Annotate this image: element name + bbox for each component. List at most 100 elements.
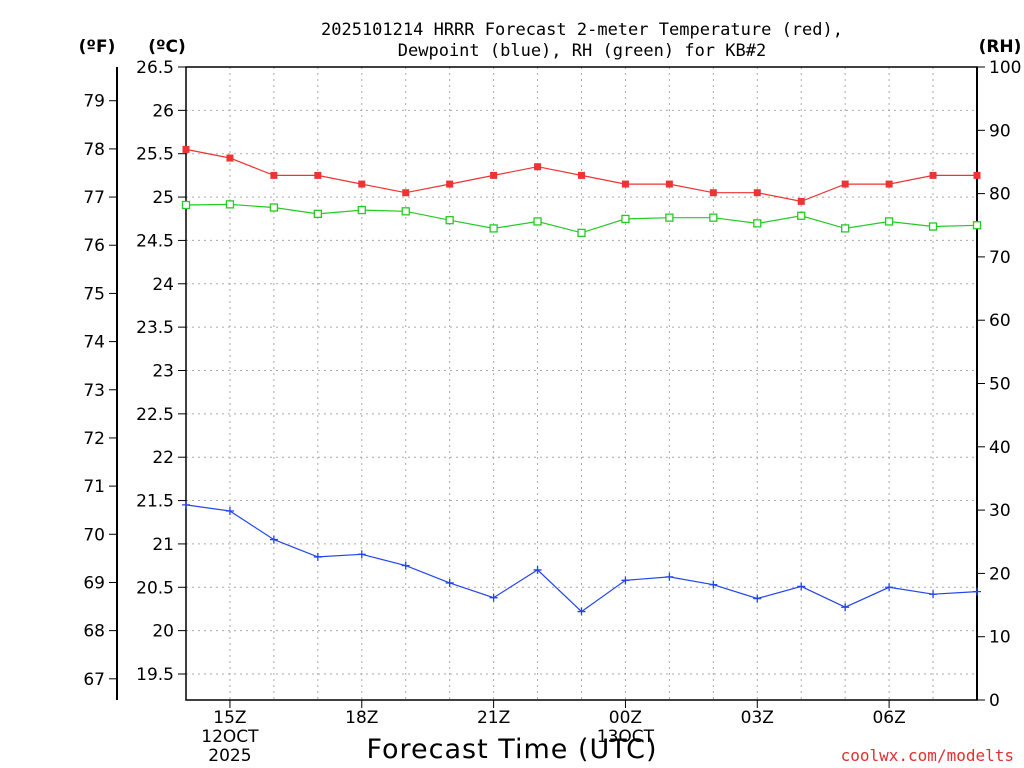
rh-point: [357, 205, 366, 215]
dewpoint-point: [225, 506, 234, 515]
rh-point: [401, 207, 410, 216]
dewpoint-point: [445, 578, 454, 587]
dewpoint-point: [885, 583, 894, 592]
celsius-tick-label: 20.5: [136, 578, 174, 598]
celsius-tick-label: 21: [152, 535, 174, 555]
credit-text: coolwx.com/modelts: [841, 746, 1014, 765]
x-tick-label: 18Z: [345, 708, 378, 728]
celsius-tick-label: 23.5: [136, 318, 174, 338]
grid-lines: [186, 66, 977, 700]
dewpoint-point: [577, 607, 586, 616]
rh-point: [797, 211, 806, 220]
axes: 19.5 20 20.5 21 21.5 22 22.5 23 23.5 24 24.5 25 25.5…: [83, 58, 1021, 766]
rh-point: [445, 216, 454, 225]
plot-frame: [185, 66, 978, 701]
dewpoint-point: [665, 572, 674, 581]
x-tick-label: 00Z: [609, 708, 642, 728]
rh-tick-label: 0: [989, 691, 1000, 711]
dewpoint-point: [709, 580, 718, 589]
rh-point: [665, 213, 674, 222]
fahrenheit-tick-label: 73: [83, 381, 105, 401]
celsius-tick-label: 23: [152, 361, 174, 381]
2-meter-temperature-point: [314, 171, 322, 179]
2-meter-temperature-point: [753, 189, 761, 197]
rh-point: [753, 219, 762, 228]
fahrenheit-unit-label: (ºF): [79, 37, 116, 57]
rh-point: [972, 221, 982, 230]
2-meter-temperature-point: [226, 154, 234, 162]
dewpoint-point: [929, 590, 938, 599]
dewpoint-point: [753, 594, 762, 603]
x-tick-label: 21Z: [477, 708, 510, 728]
dewpoint-point: [182, 500, 190, 509]
celsius-tick-label: 21.5: [136, 492, 174, 512]
data-series: [181, 145, 982, 616]
dewpoint-point: [621, 576, 630, 585]
2-meter-temperature-point: [578, 171, 585, 179]
dewpoint-point: [313, 552, 322, 561]
celsius-tick-label: 24.5: [136, 231, 174, 251]
2-meter-temperature-point: [665, 180, 673, 188]
2-meter-temperature-point: [182, 145, 190, 153]
fahrenheit-tick-label: 71: [83, 477, 105, 497]
x-tick-label: 06Z: [872, 708, 905, 728]
fahrenheit-tick-label: 68: [83, 622, 105, 642]
rh-point: [533, 217, 542, 226]
chart-title-line2: Dewpoint (blue), RH (green) for KB#2: [398, 41, 766, 61]
2-meter-temperature-point: [973, 171, 981, 179]
dewpoint-point: [269, 535, 278, 544]
x-tick-date-label: 13OCT: [597, 727, 655, 747]
fahrenheit-tick-label: 74: [83, 333, 105, 353]
rh-tick-label: 70: [989, 248, 1011, 268]
dewpoint-point: [401, 561, 410, 570]
rh-point: [269, 203, 279, 212]
2-meter-temperature-point: [490, 171, 498, 179]
celsius-tick-label: 19.5: [136, 665, 174, 685]
rh-point: [225, 200, 235, 209]
rh-point: [489, 224, 498, 233]
fahrenheit-tick-label: 70: [83, 525, 105, 545]
fahrenheit-tick-label: 72: [83, 429, 105, 449]
x-tick-label: 03Z: [741, 708, 774, 728]
2-meter-temperature-point: [402, 189, 410, 197]
x-tick-label: 15Z: [213, 708, 246, 728]
fahrenheit-tick-label: 67: [83, 670, 105, 690]
celsius-tick-label: 20: [152, 622, 174, 642]
rh-tick-label: 50: [989, 375, 1011, 395]
2-meter-temperature-point: [885, 180, 893, 188]
fahrenheit-tick-label: 79: [83, 92, 105, 112]
rh-tick-label: 10: [989, 628, 1011, 648]
celsius-tick-label: 22.5: [136, 405, 174, 425]
celsius-unit-label: (ºC): [148, 37, 186, 57]
2-meter-temperature-point: [446, 180, 454, 188]
rh-point: [841, 224, 850, 233]
dewpoint-point: [973, 587, 981, 596]
rh-tick-label: 80: [989, 185, 1011, 205]
rh-tick-label: 90: [989, 121, 1011, 141]
rh-point: [709, 213, 718, 222]
fahrenheit-tick-label: 78: [83, 140, 105, 160]
rh-point: [577, 228, 586, 237]
rh-unit-label: (RH): [979, 37, 1022, 57]
celsius-tick-label: 24: [152, 275, 174, 295]
fahrenheit-tick-label: 76: [83, 236, 105, 256]
dewpoint-point: [533, 565, 542, 574]
x-tick-date-label: 12OCT: [201, 727, 259, 747]
fahrenheit-tick-label: 75: [83, 284, 105, 304]
rh-point: [884, 217, 894, 226]
rh-tick-label: 30: [989, 501, 1011, 521]
rh-tick-label: 60: [989, 311, 1011, 331]
2-meter-temperature-point: [709, 189, 717, 197]
celsius-tick-label: 25.5: [136, 145, 174, 165]
celsius-tick-label: 22: [152, 448, 174, 468]
x-axis-label: Forecast Time (UTC): [366, 734, 657, 765]
rh-tick-label: 20: [989, 564, 1011, 584]
dewpoint-point: [357, 550, 366, 559]
rh-point: [928, 222, 938, 231]
2-meter-temperature-point: [797, 197, 805, 205]
dewpoint-point: [841, 603, 850, 612]
fahrenheit-tick-label: 77: [83, 188, 105, 208]
2-meter-temperature-point: [358, 180, 366, 188]
rh-point: [181, 200, 191, 210]
chart-title-line1: 2025101214 HRRR Forecast 2-meter Tempera…: [321, 20, 843, 40]
